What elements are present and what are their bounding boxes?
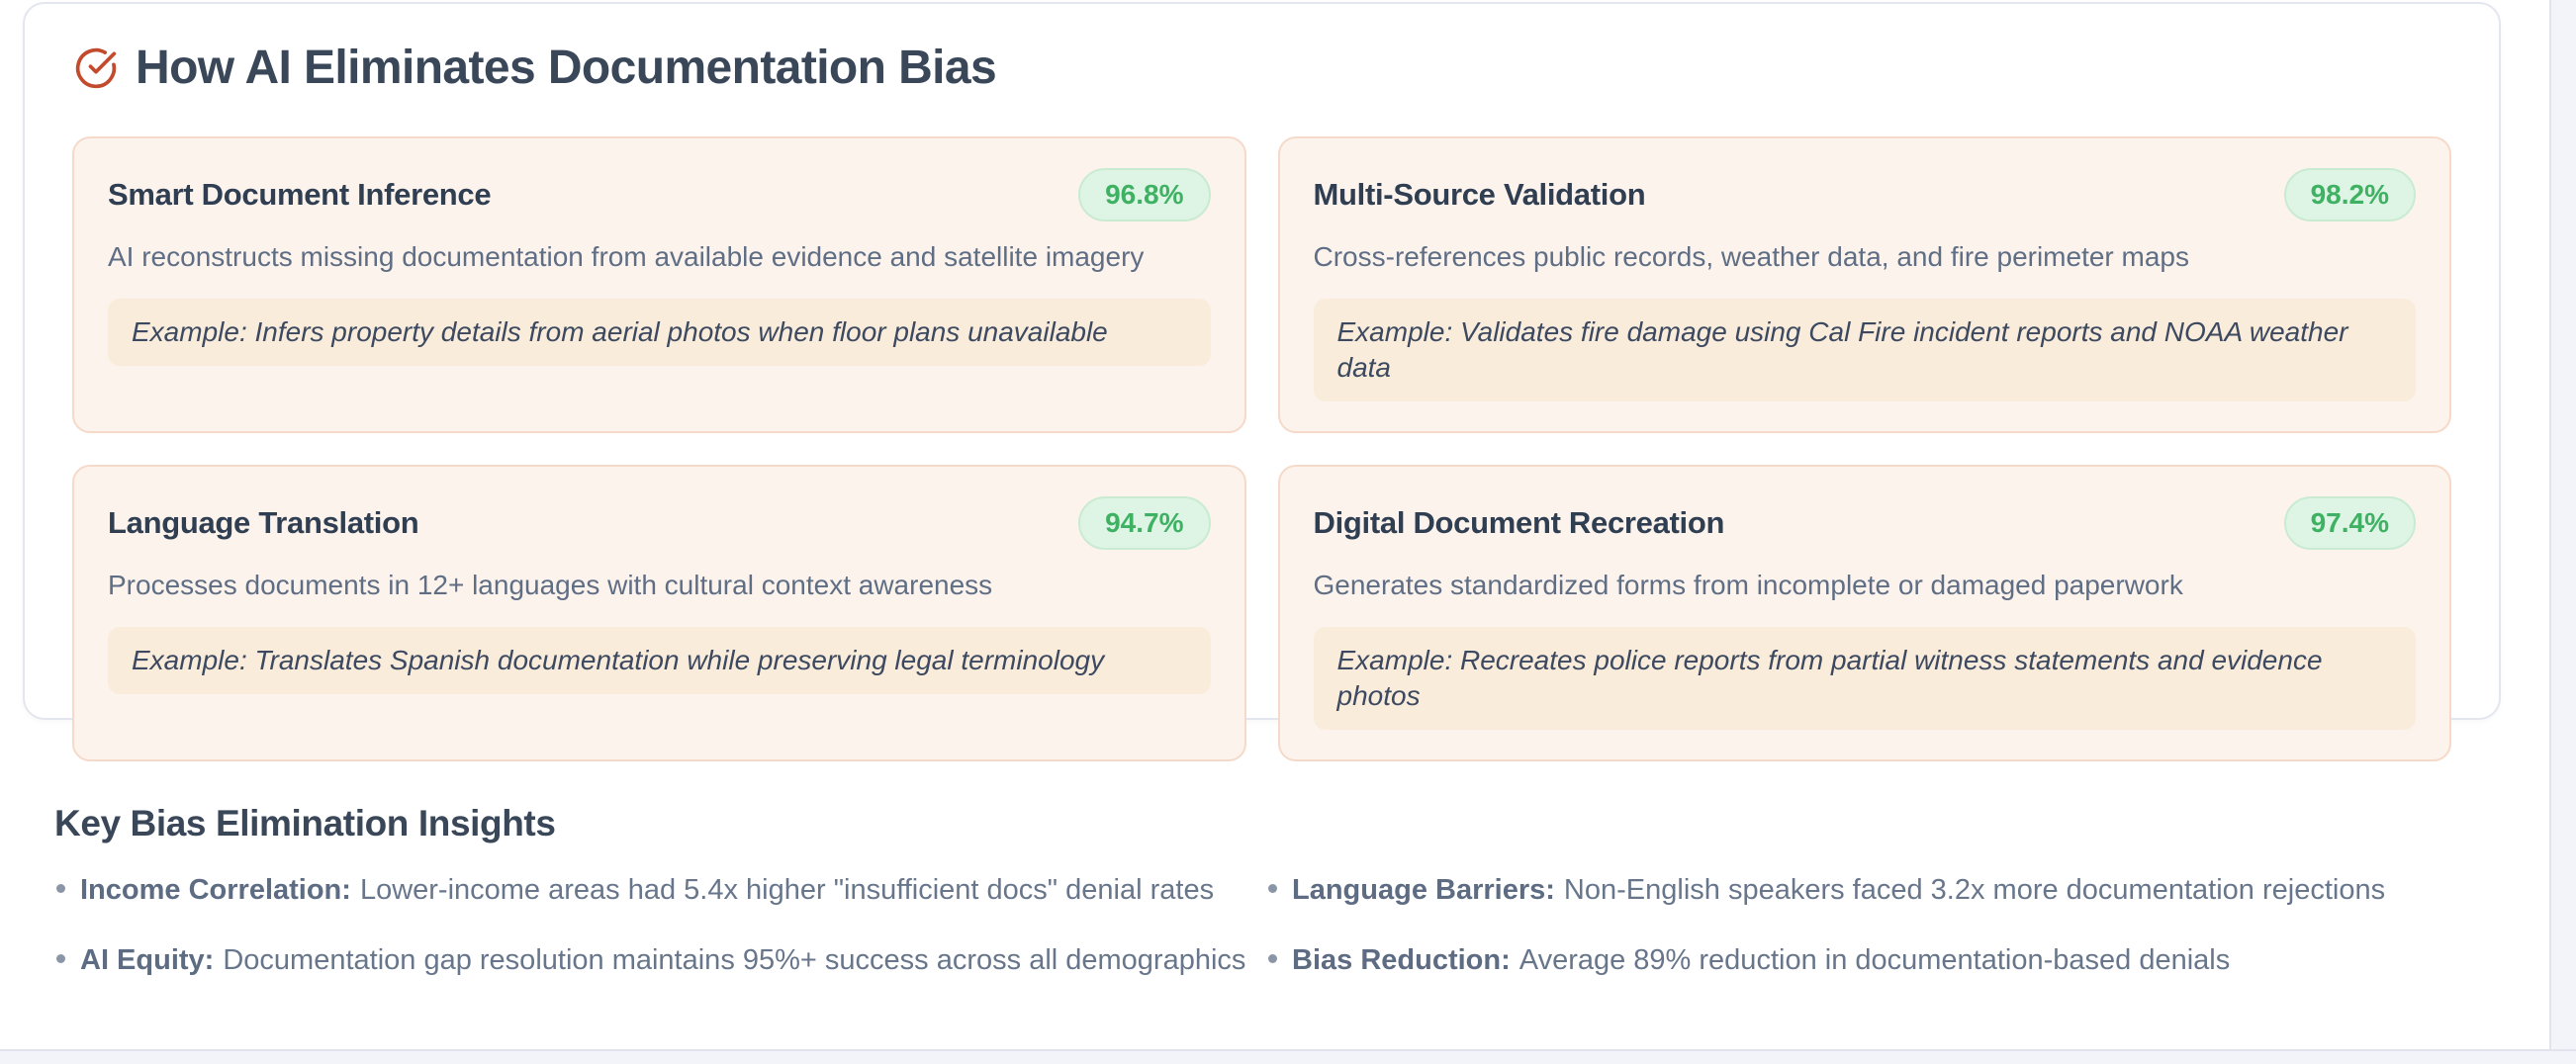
bullet-dot [1268, 884, 1277, 894]
capability-title: Multi-Source Validation [1313, 177, 1646, 212]
capability-card-smart-document-inference: Smart Document Inference 96.8% AI recons… [72, 136, 1246, 433]
accuracy-badge: 98.2% [2283, 168, 2416, 222]
insight-text: Documentation gap resolution maintains 9… [223, 944, 1246, 976]
capability-card-header: Language Translation 94.7% [108, 496, 1211, 550]
insight-label: Language Barriers: [1292, 874, 1555, 906]
page-content: How AI Eliminates Documentation Bias Sma… [23, 2, 2501, 980]
capability-description: Generates standardized forms from incomp… [1313, 570, 2183, 600]
capability-description: Cross-references public records, weather… [1313, 241, 2190, 272]
insights-grid: Income Correlation: Lower-income areas ha… [54, 870, 2458, 980]
insight-text: Average 89% reduction in documentation-b… [1518, 944, 2231, 976]
accuracy-badge: 96.8% [1078, 168, 1211, 222]
capability-example: Example: Infers property details from ae… [108, 299, 1211, 366]
accuracy-badge: 97.4% [2283, 496, 2416, 550]
bottom-edge-strip [0, 1049, 2576, 1064]
capability-description: AI reconstructs missing documentation fr… [108, 241, 1145, 272]
capability-title: Language Translation [108, 505, 419, 540]
right-edge-strip [2549, 0, 2576, 1064]
check-circle-icon [75, 47, 117, 89]
capability-card-header: Digital Document Recreation 97.4% [1313, 496, 2416, 550]
capability-card-language-translation: Language Translation 94.7% Processes doc… [72, 465, 1246, 761]
panel-title: How AI Eliminates Documentation Bias [136, 42, 997, 94]
insight-bias-reduction: Bias Reduction: Average 89% reduction in … [1266, 940, 2458, 980]
ai-documentation-bias-panel: How AI Eliminates Documentation Bias Sma… [23, 2, 2501, 761]
capability-card-header: Multi-Source Validation 98.2% [1313, 168, 2416, 222]
insight-language-barriers: Language Barriers: Non-English speakers f… [1266, 870, 2458, 910]
capability-example: Example: Validates fire damage using Cal… [1313, 299, 2416, 401]
insight-text: Non-English speakers faced 3.2x more doc… [1563, 874, 2386, 906]
bullet-dot [56, 954, 65, 964]
capability-title: Digital Document Recreation [1313, 505, 1725, 540]
insight-income-correlation: Income Correlation: Lower-income areas ha… [54, 870, 1246, 910]
key-insights-section: Key Bias Elimination Insights Income Cor… [54, 801, 2458, 980]
capability-description: Processes documents in 12+ languages wit… [108, 570, 993, 600]
insights-title: Key Bias Elimination Insights [54, 803, 556, 843]
panel-header: How AI Eliminates Documentation Bias [74, 40, 2449, 97]
capability-title: Smart Document Inference [108, 177, 492, 212]
capability-cards-grid: Smart Document Inference 96.8% AI recons… [72, 136, 2451, 761]
insight-label: AI Equity: [80, 944, 215, 976]
capability-card-multi-source-validation: Multi-Source Validation 98.2% Cross-refe… [1277, 136, 2451, 433]
insight-label: Bias Reduction: [1292, 944, 1511, 976]
capability-card-digital-document-recreation: Digital Document Recreation 97.4% Genera… [1277, 465, 2451, 761]
capability-example: Example: Translates Spanish documentatio… [108, 627, 1211, 694]
capability-card-header: Smart Document Inference 96.8% [108, 168, 1211, 222]
capability-example: Example: Recreates police reports from p… [1313, 627, 2416, 730]
insight-text: Lower-income areas had 5.4x higher "insu… [359, 874, 1215, 906]
bullet-dot [56, 884, 65, 894]
insight-ai-equity: AI Equity: Documentation gap resolution m… [54, 940, 1246, 980]
insight-label: Income Correlation: [80, 874, 351, 906]
accuracy-badge: 94.7% [1078, 496, 1211, 550]
bullet-dot [1268, 954, 1277, 964]
